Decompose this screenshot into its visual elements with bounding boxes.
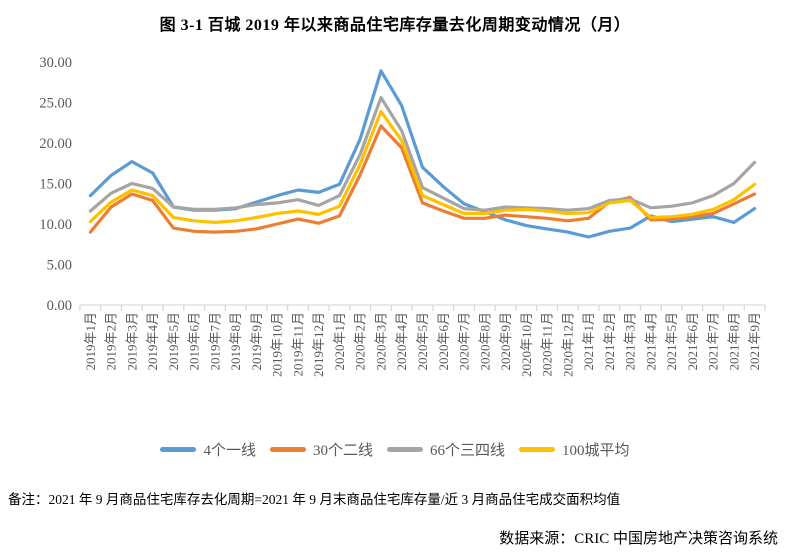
x-axis-label: 2019年12月 bbox=[311, 312, 326, 377]
x-axis-label: 2020年8月 bbox=[477, 312, 492, 371]
series-line-2 bbox=[88, 95, 757, 213]
legend-item-0: 4个一线 bbox=[160, 439, 256, 460]
legend-label: 100城平均 bbox=[562, 443, 630, 459]
x-axis-label: 2021年9月 bbox=[747, 312, 762, 371]
x-axis-label: 2020年5月 bbox=[415, 312, 430, 371]
line-chart: 0.00 5.00 10.00 15.00 20.00 25.00 30.00 2019年1月… bbox=[39, 55, 766, 377]
x-axis-label: 2021年2月 bbox=[602, 312, 617, 371]
legend-item-1: 30个二线 bbox=[269, 439, 373, 460]
x-axis-label: 2020年1月 bbox=[332, 312, 347, 371]
x-axis-label: 2019年3月 bbox=[124, 312, 139, 371]
x-axis-label: 2020年7月 bbox=[457, 312, 472, 371]
y-axis-label: 5.00 bbox=[47, 258, 72, 274]
x-axis-label: 2021年3月 bbox=[623, 312, 638, 371]
y-axis-label: 25.00 bbox=[39, 96, 72, 112]
x-axis-label: 2019年1月 bbox=[83, 312, 98, 371]
legend-line-swatch bbox=[387, 447, 423, 452]
x-axis-label: 2021年8月 bbox=[726, 312, 741, 371]
legend-line-swatch bbox=[160, 447, 197, 452]
y-axis-label: 20.00 bbox=[39, 136, 72, 152]
legend-line-swatch bbox=[269, 447, 306, 452]
x-axis-label: 2019年8月 bbox=[228, 312, 243, 371]
x-axis-label: 2019年9月 bbox=[249, 312, 264, 371]
x-axis-label: 2019年2月 bbox=[104, 312, 119, 371]
x-axis-label: 2020年10月 bbox=[519, 312, 534, 377]
x-axis-label: 2020年3月 bbox=[373, 312, 388, 371]
x-axis-label: 2020年9月 bbox=[498, 312, 513, 371]
x-axis-label: 2020年6月 bbox=[436, 312, 451, 371]
chart-legend: 4个一线 30个二线 66个三四线 100城平均 bbox=[0, 439, 790, 460]
chart-title: 图 3-1 百城 2019 年以来商品住宅库存量去化周期变动情况（月） bbox=[159, 17, 631, 34]
x-axis-label: 2021年1月 bbox=[581, 312, 596, 371]
footnote: 备注：2021 年 9 月商品住宅库存去化周期=2021 年 9 月末商品住宅库… bbox=[8, 492, 621, 507]
x-axis-label: 2019年4月 bbox=[145, 312, 160, 371]
x-axis-label: 2021年4月 bbox=[643, 312, 658, 371]
x-axis-label: 2021年5月 bbox=[664, 312, 679, 371]
x-axis-label: 2020年11月 bbox=[540, 312, 555, 377]
legend-label: 66个三四线 bbox=[430, 443, 506, 459]
x-axis-label: 2020年2月 bbox=[353, 312, 368, 371]
x-axis-label: 2020年4月 bbox=[394, 312, 409, 371]
y-axis-label: 30.00 bbox=[39, 55, 72, 71]
x-axis-label: 2019年5月 bbox=[166, 312, 181, 371]
x-axis-label: 2019年7月 bbox=[207, 312, 222, 371]
x-axis-label: 2020年12月 bbox=[560, 312, 575, 377]
data-source: 数据来源：CRIC 中国房地产决策咨询系统 bbox=[499, 531, 778, 547]
series-line-0 bbox=[88, 69, 757, 239]
legend-line-swatch bbox=[519, 447, 556, 452]
legend-label: 4个一线 bbox=[203, 443, 256, 459]
x-axis-label: 2019年11月 bbox=[290, 312, 305, 377]
x-axis-label: 2019年10月 bbox=[270, 312, 285, 377]
y-axis-label: 10.00 bbox=[39, 217, 72, 233]
series-line-3 bbox=[88, 109, 757, 224]
x-axis-label: 2019年6月 bbox=[187, 312, 202, 371]
x-axis-label: 2021年7月 bbox=[706, 312, 721, 371]
legend-item-3: 100城平均 bbox=[519, 439, 630, 460]
y-axis-label: 0.00 bbox=[47, 298, 72, 314]
legend-label: 30个二线 bbox=[312, 443, 373, 459]
x-axis-label: 2021年6月 bbox=[685, 312, 700, 371]
legend-item-2: 66个三四线 bbox=[387, 439, 505, 460]
y-axis-label: 15.00 bbox=[39, 177, 72, 193]
